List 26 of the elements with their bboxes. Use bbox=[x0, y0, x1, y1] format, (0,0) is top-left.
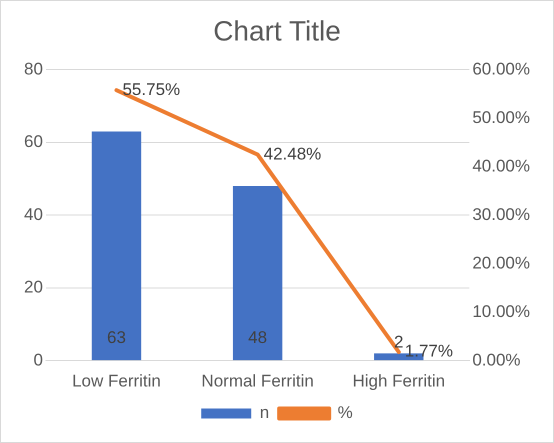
legend-label: % bbox=[338, 403, 353, 422]
chart-title: Chart Title bbox=[213, 16, 341, 47]
data-label: 2 bbox=[394, 332, 404, 352]
y-tick-label: 80 bbox=[24, 59, 43, 78]
x-tick-label: High Ferritin bbox=[352, 371, 446, 390]
data-label: 63 bbox=[107, 328, 126, 347]
y2-tick-label: 40.00% bbox=[472, 156, 530, 176]
y2-tick-label: 30.00% bbox=[472, 204, 530, 224]
y-tick-label: 20 bbox=[24, 278, 43, 297]
bar bbox=[92, 131, 142, 360]
y2-tick-label: 0.00% bbox=[472, 350, 521, 370]
y2-tick-label: 20.00% bbox=[472, 253, 530, 272]
data-label: 55.75% bbox=[122, 80, 180, 99]
x-tick-label: Normal Ferritin bbox=[201, 371, 314, 390]
data-label: 48 bbox=[248, 328, 268, 347]
data-label: 1.77% bbox=[404, 342, 453, 361]
y-tick-label: 60 bbox=[24, 132, 43, 152]
legend-label: n bbox=[260, 403, 270, 422]
x-tick-label: Low Ferritin bbox=[72, 371, 161, 390]
data-label: 42.48% bbox=[264, 144, 322, 164]
y2-tick-label: 50.00% bbox=[472, 108, 530, 127]
y-tick-label: 40 bbox=[24, 204, 43, 224]
bar bbox=[232, 186, 282, 360]
y2-tick-label: 60.00% bbox=[472, 59, 530, 78]
y-tick-label: 0 bbox=[33, 350, 43, 370]
y2-tick-label: 10.00% bbox=[472, 302, 530, 321]
